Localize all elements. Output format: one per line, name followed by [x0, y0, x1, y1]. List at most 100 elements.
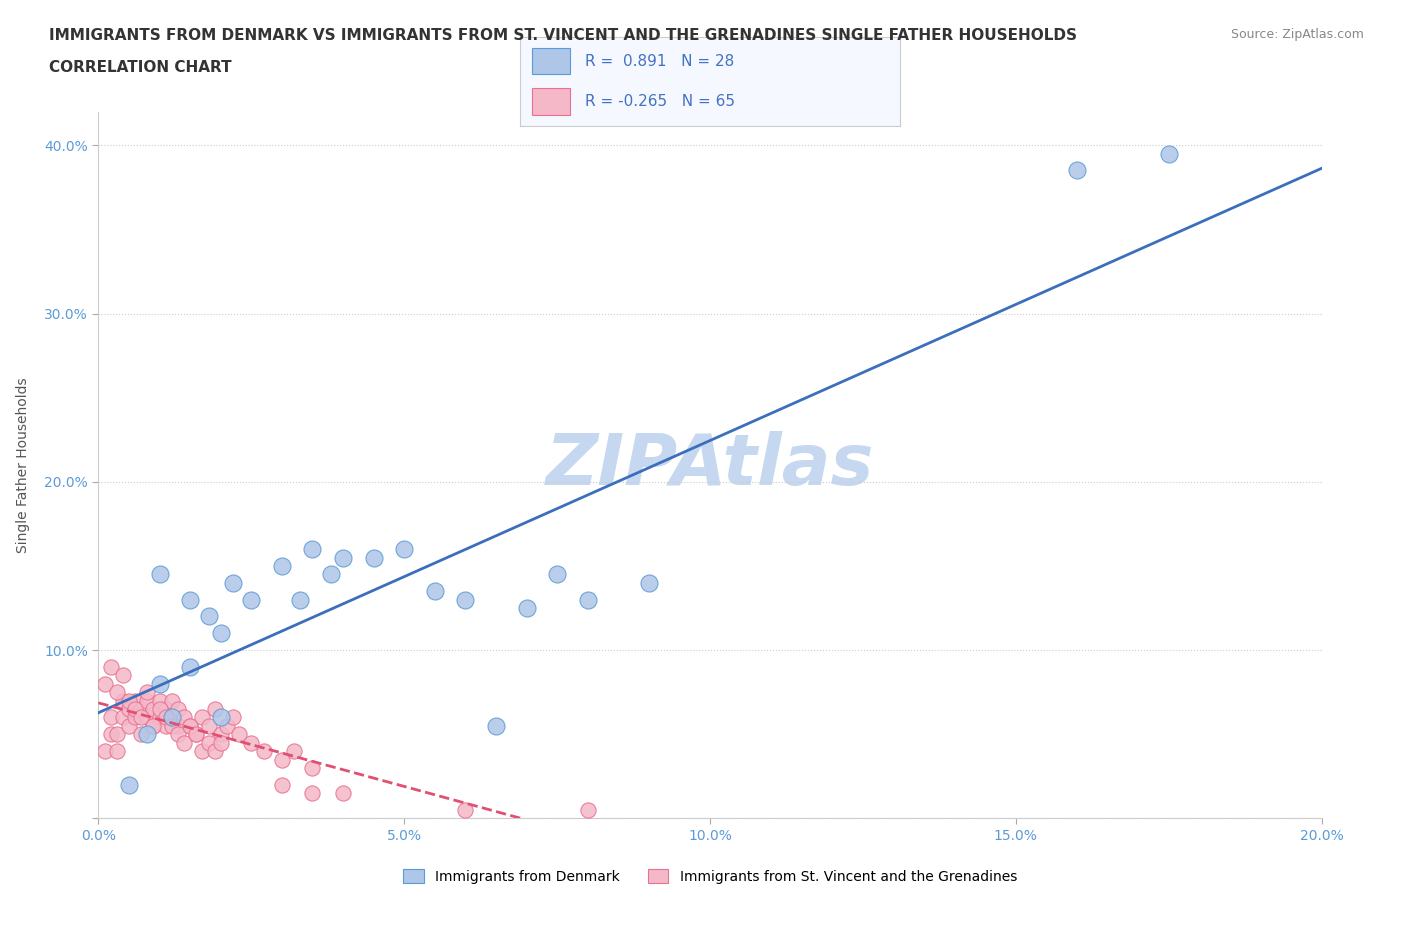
Point [149, 676, 172, 691]
Text: CORRELATION CHART: CORRELATION CHART [49, 60, 232, 75]
Point [240, 592, 263, 607]
Point [179, 718, 201, 733]
Point [173, 736, 195, 751]
Point [516, 601, 538, 616]
Point [301, 541, 323, 556]
Point [319, 567, 342, 582]
Point [118, 693, 141, 708]
Point [129, 710, 152, 724]
Text: R =  0.891   N = 28: R = 0.891 N = 28 [585, 54, 734, 69]
Text: R = -0.265   N = 65: R = -0.265 N = 65 [585, 94, 735, 109]
Point [124, 693, 146, 708]
Point [270, 777, 292, 792]
Point [283, 744, 305, 759]
Point [363, 551, 385, 565]
Point [204, 701, 226, 716]
Point [209, 626, 232, 641]
Point [301, 761, 323, 776]
Point [142, 718, 165, 733]
Point [129, 727, 152, 742]
Point [186, 727, 208, 742]
Point [155, 718, 177, 733]
Point [179, 592, 201, 607]
Point [637, 576, 661, 591]
Point [546, 567, 568, 582]
Point [118, 718, 141, 733]
Point [186, 727, 208, 742]
Point [454, 592, 477, 607]
Point [197, 609, 219, 624]
Point [240, 736, 263, 751]
Point [270, 752, 292, 767]
Point [167, 701, 190, 716]
Point [118, 701, 141, 716]
Point [136, 684, 159, 699]
Point [228, 727, 250, 742]
Point [124, 701, 146, 716]
Point [149, 701, 172, 716]
Point [93, 676, 115, 691]
Point [136, 710, 159, 724]
Point [167, 727, 190, 742]
FancyBboxPatch shape [531, 88, 569, 115]
Point [160, 718, 183, 733]
Point [209, 736, 232, 751]
Point [136, 727, 159, 742]
Point [209, 710, 232, 724]
Legend: Immigrants from Denmark, Immigrants from St. Vincent and the Grenadines: Immigrants from Denmark, Immigrants from… [398, 863, 1022, 889]
Point [100, 710, 122, 724]
Point [124, 710, 146, 724]
FancyBboxPatch shape [531, 47, 569, 74]
Point [167, 718, 190, 733]
Point [105, 684, 128, 699]
Point [173, 710, 195, 724]
Point [160, 710, 183, 724]
Point [155, 701, 177, 716]
Point [136, 693, 159, 708]
Point [392, 541, 416, 556]
Point [270, 559, 292, 574]
Point [111, 668, 134, 683]
Point [423, 584, 446, 599]
Point [129, 701, 152, 716]
Point [100, 659, 122, 674]
Point [485, 718, 508, 733]
Point [179, 718, 201, 733]
Point [142, 718, 165, 733]
Point [197, 736, 219, 751]
Point [160, 710, 183, 724]
Point [105, 727, 128, 742]
Point [215, 718, 238, 733]
Point [179, 659, 201, 674]
Point [191, 744, 214, 759]
Point [100, 727, 122, 742]
Y-axis label: Single Father Households: Single Father Households [17, 378, 31, 552]
Point [191, 710, 214, 724]
Point [111, 693, 134, 708]
Point [222, 576, 245, 591]
Point [576, 803, 599, 817]
Point [111, 710, 134, 724]
Point [290, 592, 312, 607]
Point [142, 701, 165, 716]
Point [118, 777, 141, 792]
Point [454, 803, 477, 817]
Point [1157, 146, 1180, 161]
Point [149, 567, 172, 582]
Point [332, 786, 354, 801]
Text: ZIPAtlas: ZIPAtlas [546, 431, 875, 499]
Point [149, 710, 172, 724]
Point [197, 718, 219, 733]
Text: Source: ZipAtlas.com: Source: ZipAtlas.com [1230, 28, 1364, 41]
Point [576, 592, 599, 607]
Point [105, 744, 128, 759]
Text: IMMIGRANTS FROM DENMARK VS IMMIGRANTS FROM ST. VINCENT AND THE GRENADINES SINGLE: IMMIGRANTS FROM DENMARK VS IMMIGRANTS FR… [49, 28, 1077, 43]
Point [1066, 163, 1088, 178]
Point [93, 744, 115, 759]
Point [149, 693, 172, 708]
Point [204, 744, 226, 759]
Point [301, 786, 323, 801]
Point [209, 727, 232, 742]
Point [332, 551, 354, 565]
Point [155, 710, 177, 724]
